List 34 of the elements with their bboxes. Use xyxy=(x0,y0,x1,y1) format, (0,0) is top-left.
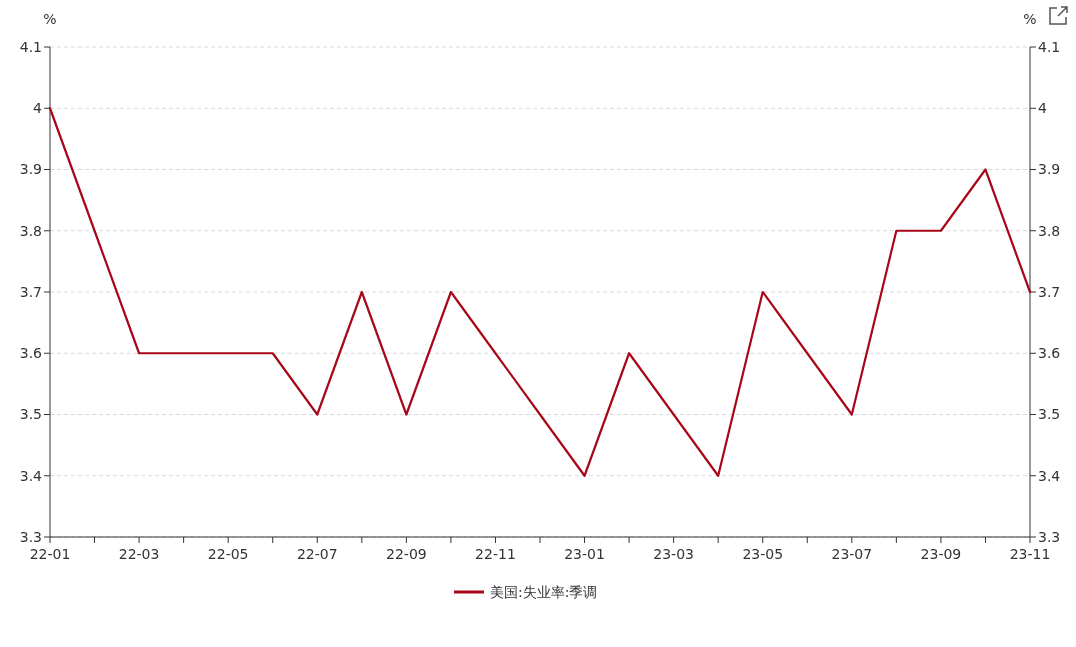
x-tick-label: 22-09 xyxy=(386,546,427,562)
y2-tick-label: 3.5 xyxy=(1038,406,1061,423)
y-tick-label: 4 xyxy=(33,100,43,117)
y-tick-label: 3.4 xyxy=(19,467,43,484)
y2-tick-label: 4.1 xyxy=(1038,38,1061,55)
y-tick-label: 3.3 xyxy=(19,528,42,545)
x-tick-label: 23-03 xyxy=(653,546,694,562)
y2-tick-label: 3.7 xyxy=(1038,283,1061,300)
x-tick-label: 23-07 xyxy=(831,546,873,562)
y-tick-label: 3.7 xyxy=(19,283,42,300)
x-tick-label: 23-09 xyxy=(920,546,962,562)
y-tick-label: 3.6 xyxy=(19,345,43,362)
y2-tick-label: 3.6 xyxy=(1038,345,1061,362)
y-axis-title: % xyxy=(43,11,57,27)
line-series xyxy=(48,107,1032,477)
x-tick-label: 22-11 xyxy=(475,546,516,562)
x-tick-label: 23-05 xyxy=(742,546,784,562)
x-tick-label: 22-05 xyxy=(207,546,249,562)
y2-tick-label: 3.9 xyxy=(1038,161,1061,178)
x-tick-label: 23-01 xyxy=(564,546,605,562)
y-tick-label: 3.9 xyxy=(19,161,42,178)
y-tick-label: 3.8 xyxy=(19,222,42,239)
x-tick-label: 22-01 xyxy=(29,546,71,562)
x-tick-label: 23-11 xyxy=(1009,546,1051,562)
x-tick-label: 22-07 xyxy=(296,546,338,562)
y2-tick-label: 3.8 xyxy=(1038,222,1061,239)
y2-axis-title: % xyxy=(1023,11,1037,27)
y2-tick-label: 3.4 xyxy=(1038,467,1061,484)
y-tick-label: 3.5 xyxy=(19,406,42,423)
y2-tick-label: 4 xyxy=(1038,100,1047,117)
y2-tick-label: 3.3 xyxy=(1038,528,1061,545)
legend-label: 美国:失业率:季调 xyxy=(490,583,598,600)
y-tick-label: 4.1 xyxy=(19,38,42,55)
x-tick-label: 22-03 xyxy=(118,546,160,562)
